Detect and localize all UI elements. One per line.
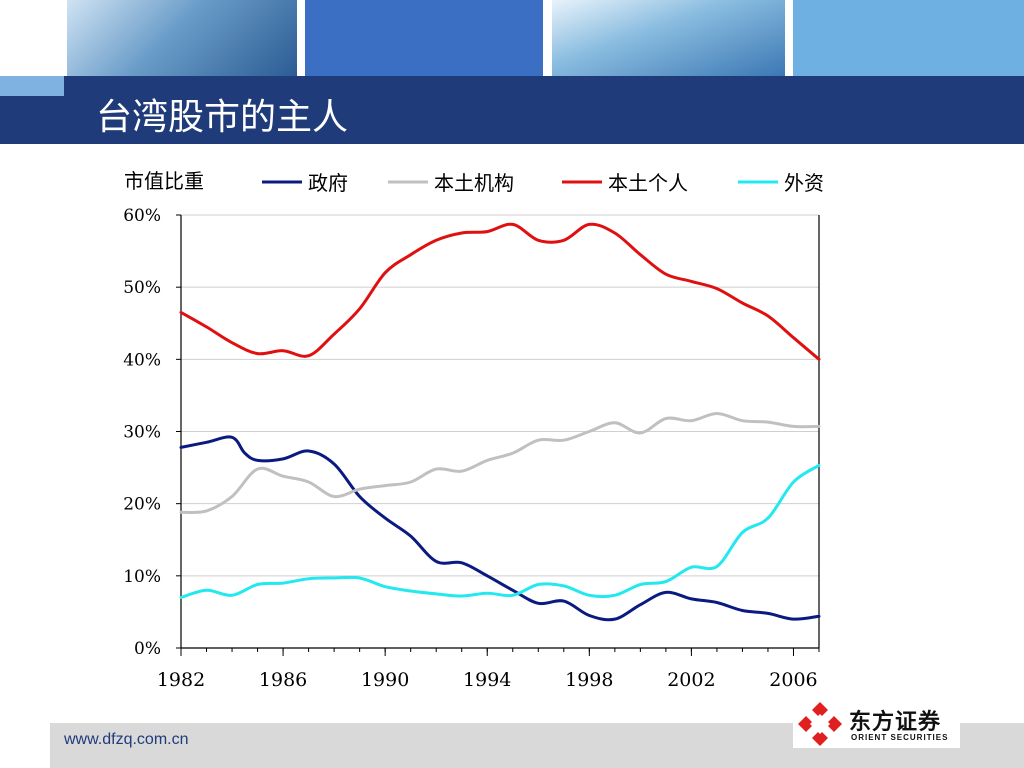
- y-tick-label: 50%: [123, 278, 161, 298]
- footer-url: www.dfzq.com.cn: [64, 731, 189, 748]
- y-tick-label: 10%: [123, 567, 161, 587]
- x-tick-label: 2006: [769, 669, 817, 691]
- x-tick-label: 2002: [667, 669, 715, 691]
- legend-label: 本土机构: [434, 171, 514, 195]
- orient-securities-diamond-icon: [798, 702, 842, 746]
- x-tick-label: 1986: [259, 669, 307, 691]
- x-tick-label: 1998: [565, 669, 613, 691]
- series-line-local-institutions: [179, 412, 821, 514]
- y-tick-label: 60%: [123, 206, 161, 226]
- legend-label: 政府: [308, 171, 348, 195]
- series-line-local-individuals: [179, 222, 821, 361]
- x-tick-label: 1994: [463, 669, 511, 691]
- chart-container: 0% 10% 20% 30% 40% 50% 60% 1982 1986 1990 1994 1998…: [0, 150, 1024, 710]
- banner-photo-hands: [67, 0, 297, 76]
- y-tick-label: 30%: [123, 423, 161, 443]
- series-line-foreign: [179, 463, 821, 599]
- x-tick-label: 1982: [157, 669, 205, 691]
- banner-photo-buildings: [552, 0, 785, 76]
- y-tick-label: 40%: [123, 350, 161, 370]
- company-logo: 东方证券 ORIENT SECURITIES: [793, 700, 960, 748]
- logo-name-en: ORIENT SECURITIES: [851, 733, 949, 742]
- y-axis-title: 市值比重: [124, 169, 204, 193]
- slide-title: 台湾股市的主人: [96, 97, 349, 138]
- title-bar: [0, 76, 1024, 144]
- logo-name-cn: 东方证券: [849, 710, 942, 735]
- banner-block-blue: [305, 0, 543, 76]
- legend-label: 外资: [784, 171, 824, 195]
- banner-block-lightblue: [793, 0, 1024, 76]
- title-bar-accent: [0, 76, 64, 96]
- x-tick-label: 1990: [361, 669, 409, 691]
- series-line-government: [179, 435, 821, 622]
- market-share-line-chart: 0% 10% 20% 30% 40% 50% 60% 1982 1986 1990 1994 1998…: [123, 169, 824, 691]
- y-tick-label: 0%: [134, 639, 161, 659]
- header-banner: [0, 0, 1024, 76]
- y-tick-label: 20%: [123, 495, 161, 515]
- legend-label: 本土个人: [608, 171, 688, 195]
